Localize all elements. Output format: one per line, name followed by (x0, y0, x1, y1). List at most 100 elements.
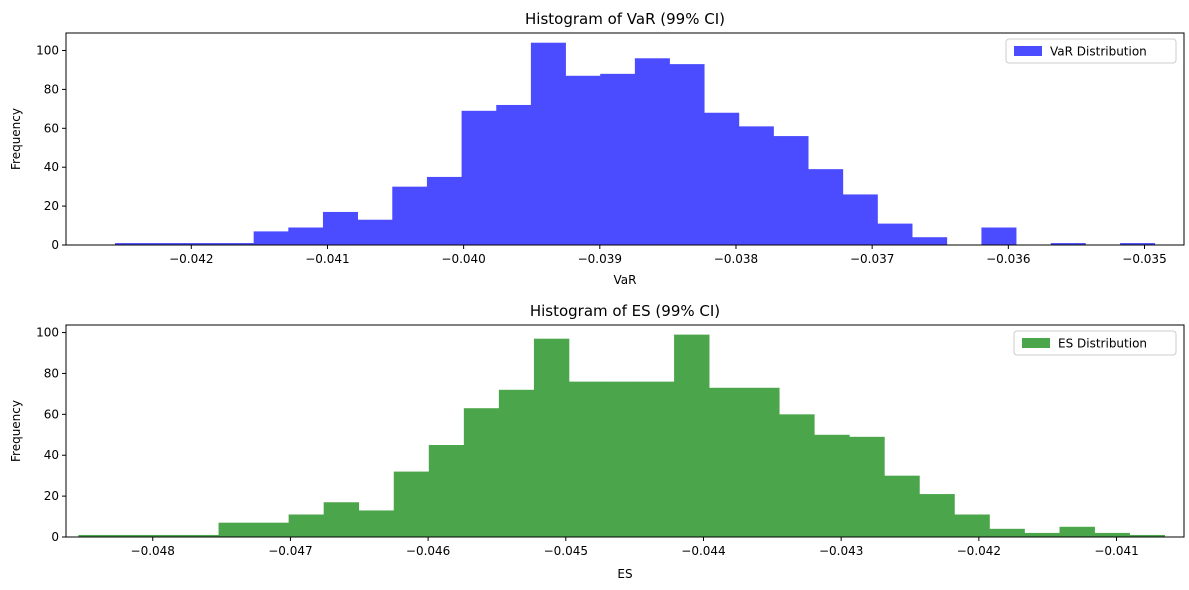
histogram-bar (669, 64, 705, 246)
histogram-bar (357, 219, 393, 245)
histogram-bar (392, 186, 428, 245)
y-tick-label: 20 (44, 199, 59, 213)
histogram-bar (428, 445, 465, 537)
histogram-bar (604, 381, 640, 537)
histogram-bar (1050, 243, 1086, 245)
axes-frame-var (65, 32, 1185, 246)
legend-box (1005, 38, 1177, 64)
y-tick-label: 0 (51, 238, 59, 252)
x-tick-label: −0.047 (268, 544, 312, 558)
histogram-bar (842, 194, 878, 245)
histogram-bar (919, 494, 955, 537)
histogram-bar (568, 381, 605, 537)
histogram-bar (954, 514, 990, 537)
x-tick-label: −0.048 (131, 544, 175, 558)
x-tick-label: −0.042 (957, 544, 1001, 558)
histogram-bar (358, 510, 395, 537)
histogram-bar (565, 75, 601, 245)
legend-box (1013, 330, 1177, 356)
histogram-bar (533, 338, 570, 537)
histogram-bar (288, 514, 325, 537)
legend-label: ES Distribution (1058, 337, 1147, 351)
histogram-bar (530, 42, 566, 245)
legend-swatch (1014, 46, 1042, 56)
y-tick-label: 0 (51, 530, 59, 544)
x-axis-label-var: VaR (614, 273, 637, 287)
histogram-bar (808, 169, 844, 245)
histogram-bar (113, 534, 149, 537)
legend-es: ES Distribution (1013, 330, 1177, 356)
x-tick-label: −0.036 (986, 252, 1030, 266)
y-axis-label-es: Frequency (9, 400, 23, 462)
histogram-bar (849, 436, 885, 537)
histogram-bar (884, 475, 920, 537)
axes-frame-es (65, 324, 1185, 538)
histogram-bar (288, 227, 324, 245)
y-tick-label: 80 (44, 82, 59, 96)
x-tick-label: −0.042 (169, 252, 213, 266)
histogram-bar (1024, 532, 1060, 537)
histogram-bar (1094, 532, 1130, 537)
histogram-bar (981, 227, 1017, 245)
chart-panel-es: −0.048 −0.047 −0.046 −0.045 −0.044 −0.043 −0.0… (9, 302, 1185, 581)
x-tick-label: −0.045 (544, 544, 588, 558)
histogram-bar (773, 136, 809, 245)
histogram-bar (1059, 526, 1095, 537)
x-tick-label: −0.046 (406, 544, 450, 558)
x-tick-label: −0.037 (850, 252, 894, 266)
y-tick-label: 60 (44, 121, 59, 135)
histogram-bar (738, 126, 774, 245)
histogram-bar (184, 243, 220, 245)
x-tick-label: −0.039 (578, 252, 622, 266)
y-tick-label: 100 (36, 44, 59, 58)
x-tick-label: −0.044 (681, 544, 725, 558)
histogram-bar (115, 243, 151, 245)
histogram-bar (218, 243, 254, 245)
histogram-bar (600, 73, 636, 245)
histogram-bar (148, 534, 184, 537)
histogram-bar (709, 387, 745, 537)
histogram-bar (877, 223, 913, 245)
y-tick-label: 40 (44, 448, 59, 462)
chart-title-var: Histogram of VaR (99% CI) (525, 10, 725, 28)
y-tick-label: 60 (44, 407, 59, 421)
y-tick-label: 20 (44, 489, 59, 503)
histogram-bar (496, 104, 532, 246)
histogram-bar (989, 528, 1025, 537)
histogram-bars-es (78, 334, 1165, 537)
x-tick-label: −0.043 (819, 544, 863, 558)
histogram-bar (912, 237, 948, 245)
histogram-bar (704, 112, 740, 246)
histogram-bars-var (115, 42, 1156, 246)
legend-var: VaR Distribution (1005, 38, 1177, 64)
histogram-bar (426, 176, 462, 245)
histogram-bar (1129, 534, 1165, 537)
y-axis-label-var: Frequency (9, 108, 23, 170)
histogram-bar (253, 231, 289, 245)
histogram-bar (779, 414, 815, 537)
histogram-bar (463, 408, 500, 537)
x-tick-label: −0.041 (1094, 544, 1138, 558)
histogram-bar (1120, 243, 1156, 245)
histogram-bar (744, 387, 780, 537)
x-tick-label: −0.040 (441, 252, 485, 266)
chart-panel-var: −0.042 −0.041 −0.040 −0.039 −0.038 −0.037 −0.0… (9, 10, 1185, 287)
histogram-bar (639, 381, 675, 537)
histogram-bar (634, 58, 670, 245)
x-axis-label-es: ES (617, 567, 632, 581)
histogram-bar (253, 522, 289, 537)
legend-label: VaR Distribution (1050, 45, 1147, 59)
legend-swatch (1022, 338, 1050, 348)
x-tick-label: −0.035 (1122, 252, 1166, 266)
histogram-bar (323, 502, 360, 537)
histogram-bar (393, 471, 430, 537)
histogram-bar (498, 389, 535, 537)
histogram-bar (674, 334, 710, 537)
histogram-bar (149, 243, 185, 245)
y-tick-label: 80 (44, 366, 59, 380)
x-tick-label: −0.041 (305, 252, 349, 266)
chart-title-es: Histogram of ES (99% CI) (530, 302, 720, 320)
histogram-bar (814, 434, 850, 537)
histogram-bar (461, 110, 497, 245)
